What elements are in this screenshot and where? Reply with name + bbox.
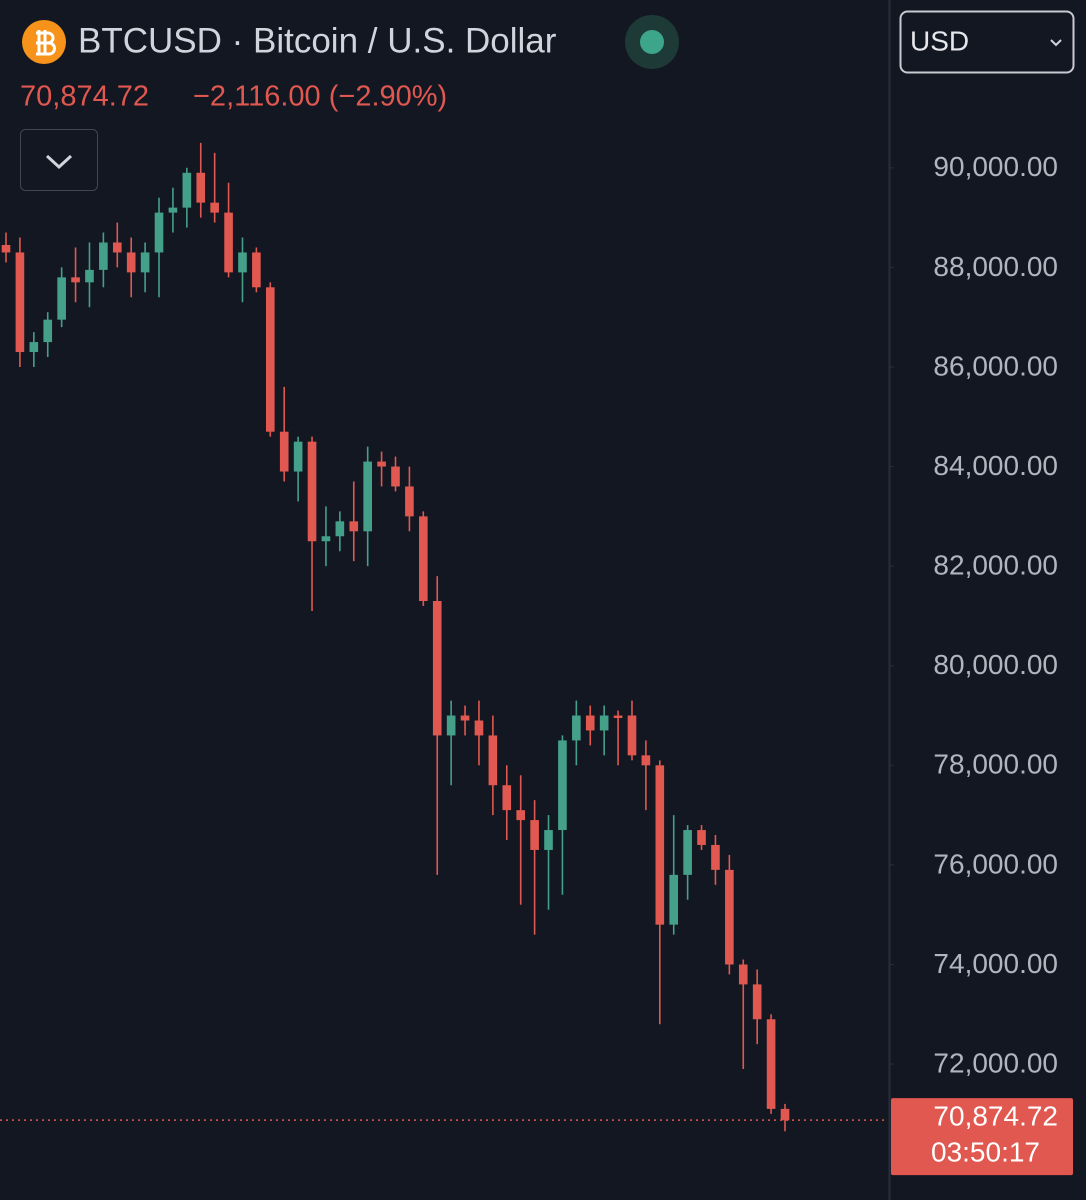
candle-body [279, 431, 289, 472]
candle-body [419, 516, 428, 601]
candle-body [335, 521, 345, 537]
status-dot [640, 30, 664, 54]
candle-body [43, 319, 53, 343]
candle-body [71, 277, 80, 283]
candle-body [530, 820, 539, 850]
plot-area [0, 142, 888, 1132]
y-tick-label: 88,000.00 [933, 251, 1058, 282]
candle-body [391, 466, 400, 487]
y-tick-label: 84,000.00 [933, 450, 1058, 481]
chevron [45, 154, 73, 170]
candle-body [349, 521, 359, 532]
candle-body [780, 1108, 790, 1121]
candle-body [307, 441, 317, 542]
candle-body [293, 441, 303, 472]
candle-body [516, 810, 526, 821]
candle-body [669, 874, 679, 925]
candle-body [544, 830, 553, 850]
candle-body [377, 461, 386, 467]
candle-body [641, 755, 651, 766]
header-change: −2,116.00 (−2.90%) [193, 81, 447, 113]
y-tick-label: 82,000.00 [933, 550, 1058, 581]
candle-body [599, 715, 609, 731]
currency-label: USD [910, 25, 969, 56]
candle-body [140, 252, 150, 273]
price-axis: 72,000.00 74,000.00 76,000.00 78,000.00 80,0… [890, 151, 1073, 1176]
collapse-button[interactable] [20, 129, 98, 191]
candle-body [363, 461, 372, 532]
candle-body [725, 869, 734, 965]
candle-body [196, 172, 206, 203]
candle-body [29, 342, 39, 353]
candle-body [99, 242, 108, 270]
candle-body [15, 252, 25, 353]
candle-body [572, 715, 581, 741]
candle-body [252, 252, 261, 288]
candle-body [112, 242, 122, 253]
candle-body [224, 212, 233, 273]
candle-body [627, 715, 637, 756]
candle-body [405, 486, 414, 517]
candle-body [711, 844, 720, 870]
y-tick-label: 80,000.00 [933, 649, 1058, 680]
candle-body [752, 984, 762, 1020]
candle-body [502, 785, 512, 811]
candle-body [321, 536, 331, 542]
candle-body [210, 202, 219, 213]
y-tick-label: 78,000.00 [933, 749, 1058, 780]
candle-body [460, 715, 470, 721]
countdown-label: 03:50:17 [931, 1136, 1040, 1167]
candle-body [683, 830, 692, 875]
symbol-title: BTCUSD · Bitcoin / U.S. Dollar [78, 21, 557, 60]
y-tick-label: 76,000.00 [933, 848, 1058, 879]
last-price-box [891, 1098, 1073, 1176]
candle-body [446, 715, 456, 736]
candle-body [697, 830, 706, 845]
candle-body [432, 600, 442, 736]
candle-body [738, 964, 748, 985]
y-tick-label: 74,000.00 [933, 948, 1058, 979]
header-price: 70,874.72 [20, 81, 149, 113]
candle-body [655, 765, 665, 925]
last-price-label: 70,874.72 [933, 1100, 1058, 1131]
candle-body [238, 252, 247, 273]
candle-body [558, 740, 567, 831]
candle-body [585, 715, 595, 731]
candle-body [265, 287, 275, 432]
y-tick-label: 72,000.00 [933, 1047, 1058, 1078]
candle-body [766, 1019, 776, 1109]
candle-body [154, 212, 164, 253]
candle-body [57, 277, 66, 320]
currency-select[interactable] [899, 10, 1075, 74]
candle-body [168, 207, 178, 213]
candle-body [126, 252, 136, 273]
candle-body [182, 172, 192, 208]
candle-body [474, 720, 484, 736]
candle-body [488, 735, 498, 786]
bitcoin-glyph [36, 30, 56, 56]
candle-body [613, 715, 623, 719]
candle-body [1, 244, 11, 253]
candle-body [85, 269, 94, 283]
y-tick-label: 86,000.00 [933, 350, 1058, 381]
y-tick-label: 90,000.00 [933, 151, 1058, 182]
select-chevron [1050, 39, 1062, 47]
